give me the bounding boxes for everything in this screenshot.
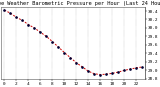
Title: Milwaukee Weather Barometric Pressure per Hour (Last 24 Hours): Milwaukee Weather Barometric Pressure pe… [0, 1, 160, 6]
